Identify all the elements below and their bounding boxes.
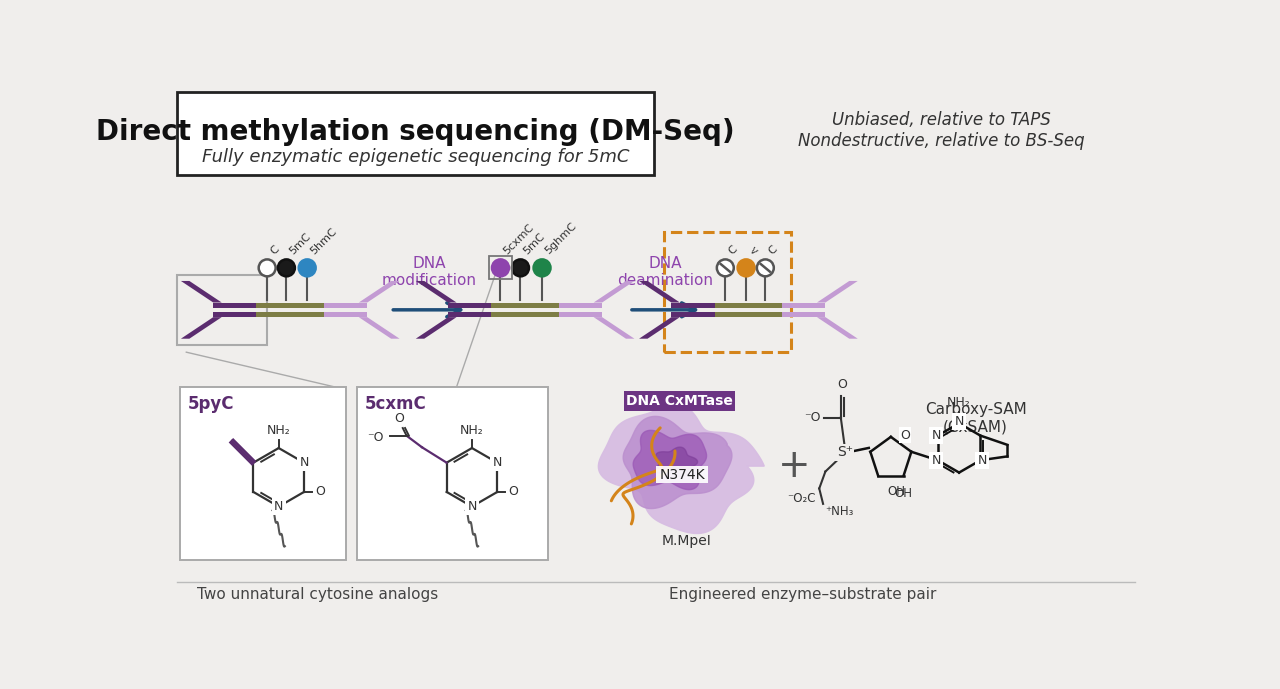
Text: OH: OH xyxy=(887,485,905,498)
Polygon shape xyxy=(180,317,221,339)
Circle shape xyxy=(512,259,529,276)
Text: M.MpeI: M.MpeI xyxy=(662,534,712,548)
Bar xyxy=(559,302,602,308)
Text: Direct methylation sequencing (DM-Seq): Direct methylation sequencing (DM-Seq) xyxy=(96,118,735,146)
Text: O: O xyxy=(900,429,910,442)
Text: ⁺NH₃: ⁺NH₃ xyxy=(826,506,854,518)
Text: N: N xyxy=(932,454,941,466)
Text: S⁺: S⁺ xyxy=(837,445,852,460)
Text: 5mC: 5mC xyxy=(522,231,548,256)
Text: ⁻O: ⁻O xyxy=(804,411,820,424)
Bar xyxy=(664,232,791,352)
Text: N: N xyxy=(493,456,502,469)
Bar xyxy=(180,387,347,560)
Text: N: N xyxy=(955,415,964,429)
Bar xyxy=(492,311,559,317)
Text: DNA
modification: DNA modification xyxy=(381,256,476,288)
Bar xyxy=(672,302,714,308)
Bar xyxy=(177,275,268,345)
Text: O: O xyxy=(315,486,325,498)
Text: NH₂: NH₂ xyxy=(460,424,484,438)
Text: 5cxmC: 5cxmC xyxy=(365,395,426,413)
Polygon shape xyxy=(416,317,457,339)
Bar xyxy=(559,311,602,317)
Text: +: + xyxy=(778,447,812,485)
Text: Engineered enzyme–substrate pair: Engineered enzyme–substrate pair xyxy=(668,587,936,602)
Bar xyxy=(214,302,256,308)
Bar xyxy=(448,311,492,317)
Polygon shape xyxy=(358,281,399,302)
Circle shape xyxy=(259,259,275,276)
Text: O: O xyxy=(837,378,847,391)
Text: 5pyC: 5pyC xyxy=(188,395,234,413)
Text: (CxSAM): (CxSAM) xyxy=(943,420,1007,435)
Text: N: N xyxy=(300,456,308,469)
Text: N: N xyxy=(978,454,987,466)
Text: C: C xyxy=(727,244,740,256)
Polygon shape xyxy=(598,404,764,533)
Bar xyxy=(657,466,708,483)
Polygon shape xyxy=(416,281,457,302)
Circle shape xyxy=(756,259,774,276)
Polygon shape xyxy=(623,416,732,508)
Text: C: C xyxy=(767,244,780,256)
Circle shape xyxy=(717,259,733,276)
Text: DNA CxMTase: DNA CxMTase xyxy=(626,393,732,408)
Bar xyxy=(714,311,782,317)
Text: C: C xyxy=(269,244,282,256)
Text: 5mC: 5mC xyxy=(288,231,314,256)
Bar xyxy=(623,391,735,411)
Text: Fully enzymatic epigenetic sequencing for 5mC: Fully enzymatic epigenetic sequencing fo… xyxy=(202,148,630,166)
Bar xyxy=(324,302,367,308)
Circle shape xyxy=(534,259,550,276)
Text: O: O xyxy=(508,486,518,498)
Polygon shape xyxy=(655,447,698,477)
Circle shape xyxy=(278,259,294,276)
Bar xyxy=(782,302,826,308)
Polygon shape xyxy=(639,317,680,339)
Bar xyxy=(256,311,324,317)
Bar xyxy=(214,311,256,317)
Polygon shape xyxy=(594,317,635,339)
Polygon shape xyxy=(639,281,680,302)
Text: 5cxmC: 5cxmC xyxy=(502,222,536,256)
Bar xyxy=(672,311,714,317)
Circle shape xyxy=(492,259,509,276)
Polygon shape xyxy=(180,281,221,302)
Polygon shape xyxy=(817,281,858,302)
Text: Two unnatural cytosine analogs: Two unnatural cytosine analogs xyxy=(197,587,438,602)
Bar xyxy=(448,302,492,308)
Text: NH₂: NH₂ xyxy=(947,396,972,409)
Text: 5ghmC: 5ghmC xyxy=(544,221,579,256)
Text: 5hmC: 5hmC xyxy=(308,226,339,256)
Bar xyxy=(256,302,324,308)
Text: N: N xyxy=(467,500,476,513)
Bar xyxy=(489,256,512,280)
Bar xyxy=(714,302,782,308)
Text: Carboxy-SAM: Carboxy-SAM xyxy=(924,402,1027,418)
Text: ⁻O: ⁻O xyxy=(367,431,384,444)
Text: N: N xyxy=(274,500,283,513)
Text: N374K: N374K xyxy=(659,468,705,482)
Polygon shape xyxy=(634,431,707,490)
Polygon shape xyxy=(817,317,858,339)
Text: <: < xyxy=(748,243,762,256)
Bar xyxy=(324,311,367,317)
Bar xyxy=(177,92,654,175)
Polygon shape xyxy=(594,281,635,302)
Polygon shape xyxy=(358,317,399,339)
Bar xyxy=(357,387,548,560)
Bar xyxy=(782,311,826,317)
Circle shape xyxy=(298,259,316,276)
Text: ⁻O₂C: ⁻O₂C xyxy=(787,493,815,505)
Bar xyxy=(492,302,559,308)
Text: OH: OH xyxy=(895,486,913,500)
Circle shape xyxy=(737,259,755,276)
Text: Unbiased, relative to TAPS: Unbiased, relative to TAPS xyxy=(832,111,1051,129)
Text: Nondestructive, relative to BS-Seq: Nondestructive, relative to BS-Seq xyxy=(797,132,1084,150)
Text: DNA
deamination: DNA deamination xyxy=(618,256,714,288)
Text: O: O xyxy=(394,412,403,425)
Text: N: N xyxy=(932,429,941,442)
Text: NH₂: NH₂ xyxy=(266,424,291,438)
